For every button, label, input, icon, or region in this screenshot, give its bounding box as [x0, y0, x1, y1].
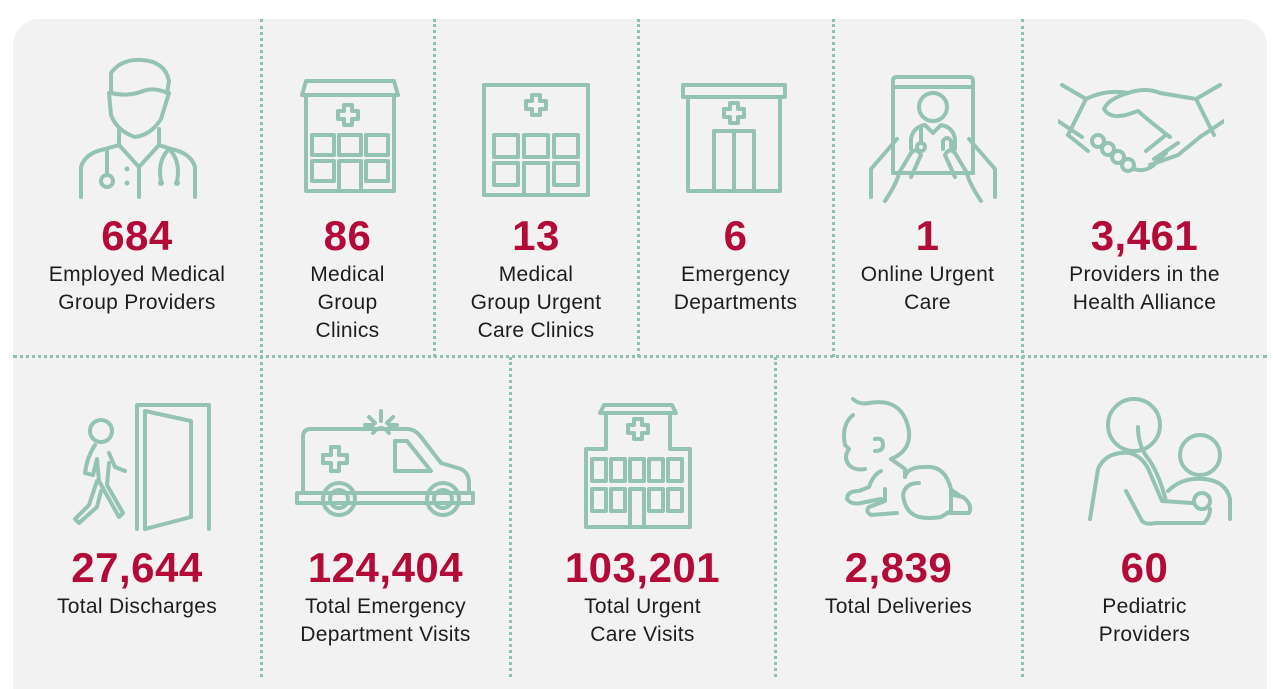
- stat-label: Employed Medical Group Providers: [48, 263, 226, 314]
- stat-total-discharges: 27,644 Total Discharges: [13, 357, 261, 677]
- ambulance-icon: [295, 407, 477, 519]
- column-divider: [260, 19, 263, 677]
- stat-urgent-care-visits: 103,201 Total Urgent Care Visits: [510, 357, 775, 677]
- stat-label: Online Urgent Care: [860, 263, 995, 314]
- stat-label: Providers in the Health Alliance: [1069, 263, 1220, 314]
- stat-value: 684: [101, 212, 173, 259]
- person-exiting-door-icon: [69, 401, 215, 533]
- stat-label: Medical Group Urgent Care Clinics: [470, 263, 602, 342]
- stat-health-alliance-providers: 3,461 Providers in the Health Alliance: [1022, 19, 1267, 357]
- stat-label: Total Discharges: [56, 595, 218, 618]
- stats-panel: [13, 19, 1267, 689]
- doctor-icon: [77, 57, 201, 201]
- stat-value: 13: [512, 212, 560, 259]
- stat-label: Total Urgent Care Visits: [584, 595, 701, 646]
- telehealth-tablet-icon: [867, 73, 999, 205]
- urgent-care-building-icon: [480, 81, 592, 199]
- emergency-department-icon: [680, 81, 788, 195]
- stat-urgent-care-clinics: 13 Medical Group Urgent Care Clinics: [434, 19, 638, 357]
- stat-value: 27,644: [71, 544, 203, 591]
- clinic-building-icon: [298, 77, 402, 195]
- bottom-stats-row: 27,644 Total Discharges 124,404 Total Em…: [13, 357, 1267, 677]
- crawling-baby-icon: [841, 395, 973, 527]
- column-divider: [832, 19, 835, 357]
- pediatrician-icon: [1086, 395, 1236, 527]
- stat-value: 6: [723, 212, 748, 259]
- column-divider: [433, 19, 436, 357]
- stat-value: 1: [915, 212, 940, 259]
- stat-value: 86: [323, 212, 372, 259]
- stat-emergency-departments: 6 Emergency Departments: [638, 19, 833, 357]
- stat-online-urgent-care: 1 Online Urgent Care: [833, 19, 1022, 357]
- column-divider: [774, 357, 777, 677]
- stat-value: 103,201: [564, 544, 721, 591]
- stat-total-deliveries: 2,839 Total Deliveries: [775, 357, 1022, 677]
- stat-value: 3,461: [1090, 212, 1199, 259]
- column-divider: [637, 19, 640, 357]
- row-divider: [13, 355, 1267, 358]
- stat-medical-group-clinics: 86 Medical Group Clinics: [261, 19, 434, 357]
- stat-label: Pediatric Providers: [1098, 595, 1191, 646]
- handshake-icon: [1058, 81, 1224, 177]
- stat-value: 2,839: [844, 544, 953, 591]
- column-divider: [509, 357, 512, 677]
- stat-value: 124,404: [307, 544, 464, 591]
- stat-emergency-department-visits: 124,404 Total Emergency Department Visit…: [261, 357, 510, 677]
- stat-pediatric-providers: 60 Pediatric Providers: [1022, 357, 1267, 677]
- stat-employed-providers: 684 Employed Medical Group Providers: [13, 19, 261, 357]
- column-divider: [1021, 19, 1024, 677]
- hospital-icon: [582, 401, 694, 531]
- stat-label: Medical Group Clinics: [310, 263, 385, 342]
- stat-label: Total Emergency Department Visits: [300, 595, 471, 646]
- stat-value: 60: [1120, 544, 1169, 591]
- top-stats-row: 684 Employed Medical Group Providers 86 …: [13, 19, 1267, 357]
- stat-label: Emergency Departments: [673, 263, 798, 314]
- stat-label: Total Deliveries: [824, 595, 973, 618]
